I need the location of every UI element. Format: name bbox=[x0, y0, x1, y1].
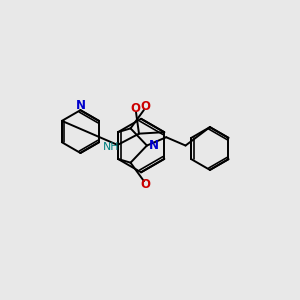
Text: N: N bbox=[148, 139, 158, 152]
Text: O: O bbox=[140, 178, 150, 191]
Text: O: O bbox=[140, 100, 150, 113]
Text: O: O bbox=[130, 102, 140, 115]
Text: NH: NH bbox=[103, 142, 119, 152]
Text: N: N bbox=[75, 99, 85, 112]
